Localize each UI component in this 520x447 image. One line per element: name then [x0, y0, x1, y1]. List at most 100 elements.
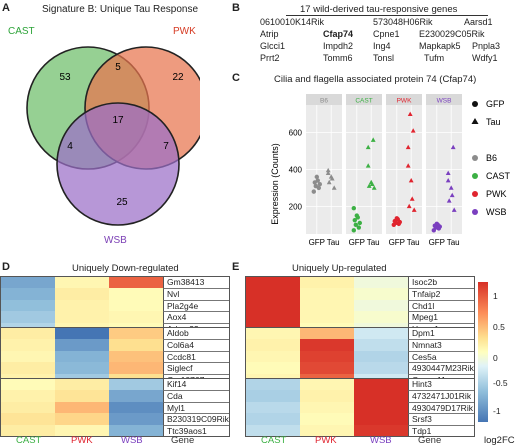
up-col-cast: CAST — [261, 435, 287, 446]
facet-strip-cast — [346, 94, 382, 105]
up-heatmap-cell — [300, 299, 354, 312]
gene-Pnpla3: Pnpla3 — [472, 41, 501, 51]
up-heatmap-cell — [246, 288, 300, 300]
colorbar — [478, 282, 488, 422]
down-heatmap-cell — [1, 424, 55, 436]
point-pwk-tau — [411, 207, 417, 212]
down-heatmap-cell — [55, 277, 109, 289]
up-heatmap-cell — [354, 362, 408, 374]
up-heatmap-cell — [354, 401, 408, 414]
down-heatmap-gene-label: Kif14 — [163, 379, 229, 391]
up-col-wsb: WSB — [370, 435, 392, 446]
point-pwk-tau — [409, 196, 415, 201]
down-heatmap-cell — [109, 299, 163, 312]
down-heatmap-gene-label: Cda — [163, 390, 229, 402]
down-heatmap-cell — [1, 339, 55, 351]
up-heatmap-cell — [300, 362, 354, 374]
legend-wsb-label: WSB — [486, 207, 507, 217]
down-heatmap-cell — [109, 328, 163, 340]
scatter-title: Cilia and flagella associated protein 74… — [274, 74, 477, 85]
down-col-cast: CAST — [16, 435, 42, 446]
up-heatmap-cell — [246, 379, 300, 391]
up-heatmap-cell — [246, 277, 300, 289]
down-heatmap-cell — [109, 379, 163, 391]
venn-label-pwk: PWK — [173, 26, 196, 37]
point-wsb-tau — [446, 198, 452, 203]
point-cast-tau — [366, 183, 372, 188]
down-heatmap-cell — [1, 328, 55, 340]
point-pwk-tau — [405, 163, 411, 168]
point-b6-gfp — [314, 174, 319, 180]
down-heatmap-cell — [1, 401, 55, 414]
y-tick-label: 400 — [289, 166, 303, 175]
down-heatmap-cell — [1, 390, 55, 402]
down-heatmap-cell — [1, 350, 55, 363]
point-cast-gfp — [356, 225, 361, 230]
down-heatmap-cell — [1, 299, 55, 312]
gene-573048H06Rik: 573048H06Rik — [373, 17, 433, 27]
up-heatmap-cell — [354, 390, 408, 402]
facet-label-cast: CAST — [355, 98, 372, 105]
down-heatmap-gene-label: Nvl — [163, 288, 229, 300]
down-heatmap-cell — [109, 424, 163, 436]
up-heatmap-cell — [300, 328, 354, 340]
gene-Aarsd1: Aarsd1 — [464, 17, 493, 27]
up-heatmap-cell — [300, 288, 354, 300]
up-heatmap-cell — [354, 277, 408, 289]
gene-0610010K14Rik: 0610010K14Rik — [260, 17, 325, 27]
legend-cast-label: CAST — [486, 171, 511, 181]
gene-Prrt2: Prrt2 — [260, 53, 280, 63]
venn-count-pwk-only: 22 — [172, 72, 184, 83]
up-heatmap-cell — [246, 401, 300, 414]
up-heatmap-gene-label: Hint3 — [408, 379, 474, 391]
down-col-pwk: PWK — [71, 435, 93, 446]
point-cast-tau — [370, 137, 376, 142]
down-heatmap-gene-label: Aox4 — [163, 311, 229, 323]
venn-count-cast-pwk: 5 — [115, 62, 121, 73]
up-heatmap-cell — [246, 350, 300, 363]
down-heatmap-gene-label: B230319C09Rik — [163, 413, 229, 425]
point-b6-tau — [331, 185, 337, 190]
gene-list-row-2: Atrip Cfap74 Cpne1 E230029C05Rik — [228, 29, 520, 41]
venn-count-all: 17 — [112, 115, 124, 126]
up-heatmap-cell — [354, 350, 408, 363]
point-wsb-tau — [445, 170, 451, 175]
down-heatmap-cell — [55, 328, 109, 340]
point-pwk-gfp — [394, 216, 399, 221]
legend-triangle-icon — [471, 118, 479, 124]
point-cast-tau — [371, 185, 377, 190]
gene-list-title: 17 wild-derived tau-responsive genes — [300, 4, 458, 15]
down-heatmap-cell — [55, 413, 109, 425]
up-heatmap-cell — [300, 350, 354, 363]
legend-pwk-label: PWK — [486, 189, 507, 199]
gene-E230029C05Rik: E230029C05Rik — [419, 29, 485, 39]
down-heatmap-cell — [1, 288, 55, 300]
point-b6-gfp — [317, 182, 322, 187]
venn-count-cast-only: 53 — [59, 72, 71, 83]
down-heatmap-cell — [55, 350, 109, 363]
facet-strip-wsb — [426, 94, 462, 105]
down-heatmap-group-3 — [0, 378, 230, 437]
up-heatmap-gene-label: Mpeg1 — [408, 311, 474, 323]
up-heatmap-gene-label: Isoc2b — [408, 277, 474, 289]
point-cast-gfp — [353, 222, 358, 227]
down-heatmap-gene-label: Ttc39aos1 — [163, 424, 229, 436]
down-col-gene: Gene — [171, 435, 195, 446]
up-heatmap-gene-label: Tnfaip2 — [408, 288, 474, 300]
point-cast-tau — [365, 144, 371, 150]
up-heatmap-gene-label: Srsf3 — [408, 413, 474, 425]
point-wsb-gfp — [434, 221, 439, 227]
y-tick-label: 600 — [289, 129, 303, 138]
gene-list-row-3: Glcci1 Impdh2 Ing4 Mapkapk5 Pnpla3 — [228, 41, 520, 53]
down-heatmap-cell — [109, 339, 163, 351]
up-heatmap-cell — [246, 299, 300, 312]
venn-label-wsb: WSB — [104, 235, 127, 246]
up-heatmap-cell — [354, 413, 408, 425]
point-b6-tau — [325, 170, 331, 175]
venn-count-cast-wsb: 4 — [67, 141, 73, 152]
facet-label-pwk: PWK — [397, 98, 412, 105]
x-tick-gfp: GFP — [389, 238, 405, 247]
down-heatmap-title: Uniquely Down-regulated — [72, 263, 179, 274]
gene-list-rule — [286, 15, 488, 16]
